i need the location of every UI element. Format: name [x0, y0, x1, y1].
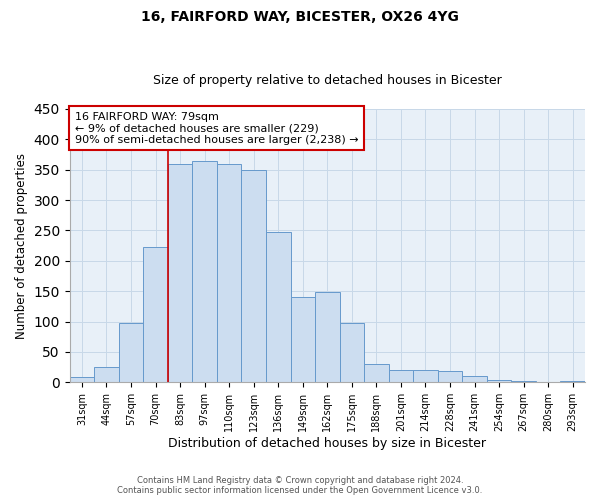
X-axis label: Distribution of detached houses by size in Bicester: Distribution of detached houses by size … [169, 437, 487, 450]
Bar [217, 164, 241, 382]
Bar [340, 324, 364, 382]
Bar [438, 372, 462, 382]
Bar [364, 364, 389, 382]
Bar [560, 380, 585, 382]
Bar [119, 323, 143, 382]
Bar [266, 232, 290, 382]
Bar [241, 170, 266, 382]
Bar [413, 370, 438, 382]
Bar [290, 298, 315, 382]
Y-axis label: Number of detached properties: Number of detached properties [15, 152, 28, 338]
Bar [389, 370, 413, 382]
Bar [315, 292, 340, 382]
Bar [143, 248, 168, 382]
Bar [70, 378, 94, 382]
Text: 16 FAIRFORD WAY: 79sqm
← 9% of detached houses are smaller (229)
90% of semi-det: 16 FAIRFORD WAY: 79sqm ← 9% of detached … [75, 112, 358, 145]
Bar [462, 376, 487, 382]
Bar [193, 160, 217, 382]
Text: Contains HM Land Registry data © Crown copyright and database right 2024.
Contai: Contains HM Land Registry data © Crown c… [118, 476, 482, 495]
Title: Size of property relative to detached houses in Bicester: Size of property relative to detached ho… [153, 74, 502, 87]
Bar [94, 367, 119, 382]
Text: 16, FAIRFORD WAY, BICESTER, OX26 4YG: 16, FAIRFORD WAY, BICESTER, OX26 4YG [141, 10, 459, 24]
Bar [168, 164, 193, 382]
Bar [487, 380, 511, 382]
Bar [511, 381, 536, 382]
